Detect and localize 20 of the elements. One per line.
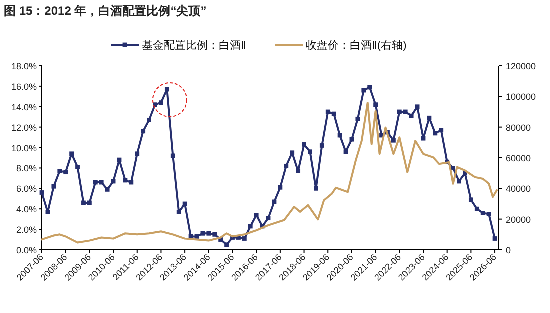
legend-label: 收盘价：白酒Ⅱ(右轴) [306, 39, 407, 52]
y-tick-label: 16.0% [11, 82, 37, 92]
y-tick-label: 6.0% [16, 184, 37, 194]
legend-label: 基金配置比例：白酒Ⅱ [142, 39, 246, 52]
y-tick-label: 2.0% [16, 225, 37, 236]
y-tick-label: 12.0% [11, 122, 37, 133]
y-tick-label: 14.0% [11, 102, 37, 112]
y2-tick-label: 120000 [506, 62, 536, 72]
y-tick-label: 18.0% [11, 62, 37, 72]
y-tick-label: 0.0% [16, 246, 37, 256]
y2-tick-label: 0 [506, 246, 512, 256]
y2-tick-label: 80000 [506, 122, 532, 133]
y-tick-label: 8.0% [16, 164, 37, 174]
y-tick-label: 10.0% [11, 143, 37, 154]
y2-tick-label: 60000 [506, 154, 532, 164]
chart-title: 图 15：2012 年，白酒配置比例“尖顶” [4, 4, 207, 18]
y2-tick-label: 20000 [506, 214, 532, 225]
y-tick-label: 4.0% [16, 204, 37, 215]
y2-tick-label: 100000 [506, 92, 536, 102]
y2-tick-label: 40000 [506, 184, 532, 194]
